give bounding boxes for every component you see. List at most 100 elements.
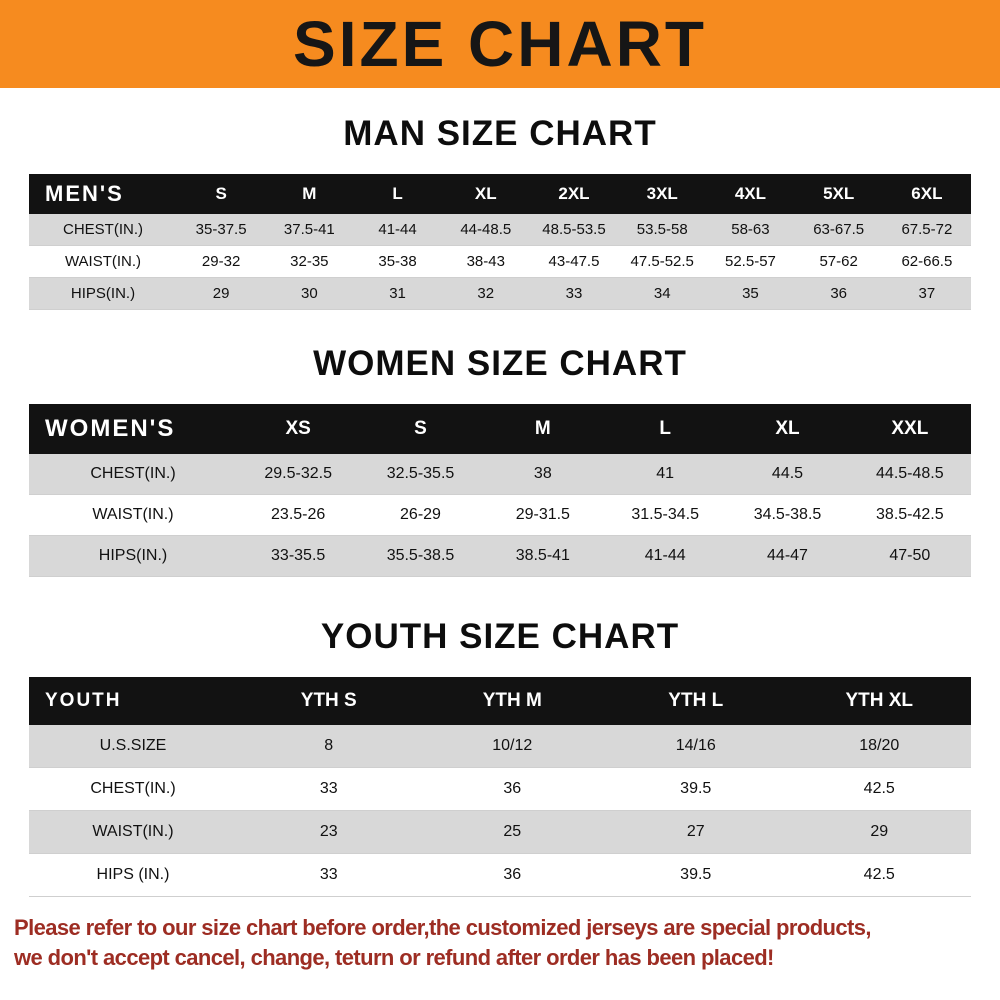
value-cell: 32.5-35.5	[386, 465, 455, 482]
value-cell: 44-48.5	[460, 221, 512, 238]
value-cell: 44-47	[767, 547, 808, 564]
value-cell: 14/16	[675, 737, 716, 754]
value-cell: 35	[742, 285, 759, 302]
value-cell: 63-67.5	[813, 221, 865, 238]
column-header-cell: 4XL	[734, 184, 767, 203]
table-row: WAIST(IN.) 29-32 32-35 35-38 38-43 43-47.5 47.…	[29, 246, 971, 278]
column-header-cell: YTH XL	[845, 690, 914, 711]
value-cell: 41	[656, 465, 675, 482]
value-cell: 29	[870, 823, 889, 840]
men-size-table: MEN'S S M L XL 2XL 3XL 4XL 5XL 6XL CHEST(IN.) 35-37…	[29, 174, 971, 310]
table-row: CHEST(IN.) 29.5-32.5 32.5-35.5 38 41 44.5 44.5…	[29, 454, 971, 495]
value-cell: 33	[319, 866, 338, 883]
value-cell: 35-38	[378, 253, 417, 270]
table-title-cell: WOMEN'S	[45, 415, 176, 442]
value-cell: 41-44	[378, 221, 417, 238]
table-row: CHEST(IN.) 33 36 39.5 42.5	[29, 768, 971, 811]
column-header-cell: XL	[474, 184, 497, 203]
column-header-cell: YTH L	[668, 690, 724, 711]
value-cell: 23.5-26	[271, 506, 326, 523]
row-label-cell: CHEST(IN.)	[90, 465, 176, 482]
column-header-cell: L	[392, 184, 403, 203]
value-cell: 38	[533, 465, 552, 482]
value-cell: 34	[653, 285, 671, 302]
table-header-row: YOUTH YTH S YTH M YTH L YTH XL	[29, 677, 971, 725]
value-cell: 8	[324, 737, 334, 754]
value-cell: 37	[918, 285, 936, 302]
value-cell: 58-63	[731, 221, 770, 238]
women-size-table: WOMEN'S XS S M L XL XXL CHEST(IN.) 29.5-32.5 32.5…	[29, 404, 971, 577]
value-cell: 23	[319, 823, 338, 840]
column-header-cell: XL	[775, 418, 800, 439]
column-header-cell: M	[302, 184, 317, 203]
value-cell: 36	[830, 285, 847, 302]
value-cell: 39.5	[680, 866, 712, 883]
value-cell: 67.5-72	[901, 221, 953, 238]
value-cell: 25	[503, 823, 522, 840]
table-title-cell: YOUTH	[45, 690, 122, 711]
value-cell: 29	[212, 285, 230, 302]
value-cell: 44.5-48.5	[876, 465, 944, 482]
footer-notice: Please refer to our size chart before or…	[0, 913, 1000, 973]
value-cell: 26-29	[400, 506, 441, 523]
value-cell: 30	[300, 285, 318, 302]
women-section-heading: WOMEN SIZE CHART	[313, 344, 687, 383]
value-cell: 33-35.5	[271, 547, 326, 564]
value-cell: 31.5-34.5	[631, 506, 699, 523]
row-label-cell: CHEST(IN.)	[90, 780, 176, 797]
value-cell: 39.5	[680, 780, 712, 797]
column-header-cell: 6XL	[911, 184, 943, 203]
value-cell: 31	[389, 285, 406, 302]
value-cell: 29.5-32.5	[264, 465, 332, 482]
column-header-cell: S	[414, 418, 427, 439]
table-title-cell: MEN'S	[45, 181, 124, 206]
value-cell: 42.5	[863, 866, 895, 883]
table-header-row: WOMEN'S XS S M L XL XXL	[29, 404, 971, 454]
value-cell: 37.5-41	[283, 221, 335, 238]
column-header-cell: YTH M	[482, 690, 542, 711]
value-cell: 42.5	[863, 780, 895, 797]
value-cell: 44.5	[771, 465, 804, 482]
value-cell: 47.5-52.5	[630, 253, 694, 270]
value-cell: 36	[503, 780, 522, 797]
value-cell: 32	[477, 285, 495, 302]
page-title: SIZE CHART	[293, 8, 707, 80]
value-cell: 29-31.5	[515, 506, 570, 523]
notice-line-2: we don't accept cancel, change, teturn o…	[14, 945, 774, 970]
row-label-cell: HIPS(IN.)	[70, 285, 136, 302]
banner: SIZE CHART	[0, 0, 1000, 88]
value-cell: 57-62	[819, 253, 858, 270]
column-header-cell: S	[215, 184, 227, 203]
value-cell: 10/12	[492, 737, 533, 754]
table-row: HIPS(IN.) 29 30 31 32 33 34 35 36 37	[29, 278, 971, 310]
row-label-cell: WAIST(IN.)	[92, 823, 174, 840]
row-label-cell: WAIST(IN.)	[64, 253, 142, 270]
value-cell: 43-47.5	[548, 253, 600, 270]
table-row: U.S.SIZE 8 10/12 14/16 18/20	[29, 725, 971, 768]
youth-section-heading: YOUTH SIZE CHART	[320, 617, 680, 656]
notice-line-1: Please refer to our size chart before or…	[14, 915, 871, 940]
value-cell: 34.5-38.5	[753, 506, 822, 523]
column-header-cell: 2XL	[558, 184, 590, 203]
row-label-cell: CHEST(IN.)	[63, 221, 143, 238]
value-cell: 27	[686, 823, 705, 840]
row-label-cell: HIPS(IN.)	[98, 547, 168, 564]
value-cell: 35.5-38.5	[386, 547, 455, 564]
value-cell: 33	[319, 780, 338, 797]
value-cell: 41-44	[644, 547, 686, 564]
column-header-cell: YTH S	[300, 690, 357, 711]
size-chart-page: SIZE CHART MAN SIZE CHART MEN'S S M L XL 2XL 3…	[0, 0, 1000, 973]
row-label-cell: WAIST(IN.)	[92, 506, 174, 523]
women-section: WOMEN SIZE CHART WOMEN'S XS S M L XL XXL CHEST(…	[0, 344, 1000, 577]
table-row: CHEST(IN.) 35-37.5 37.5-41 41-44 44-48.5 48.5…	[29, 214, 971, 246]
column-header-cell: M	[534, 418, 551, 439]
value-cell: 48.5-53.5	[542, 221, 606, 238]
table-row: HIPS(IN.) 33-35.5 35.5-38.5 38.5-41 41-44 44-…	[29, 536, 971, 577]
value-cell: 29-32	[201, 253, 241, 270]
value-cell: 52.5-57	[725, 253, 776, 270]
value-cell: 32-35	[290, 253, 329, 270]
row-label-cell: U.S.SIZE	[99, 737, 167, 754]
men-section: MAN SIZE CHART MEN'S S M L XL 2XL 3XL 4XL 5XL 6XL…	[0, 114, 1000, 310]
column-header-cell: XS	[285, 418, 311, 439]
value-cell: 62-66.5	[901, 253, 953, 270]
